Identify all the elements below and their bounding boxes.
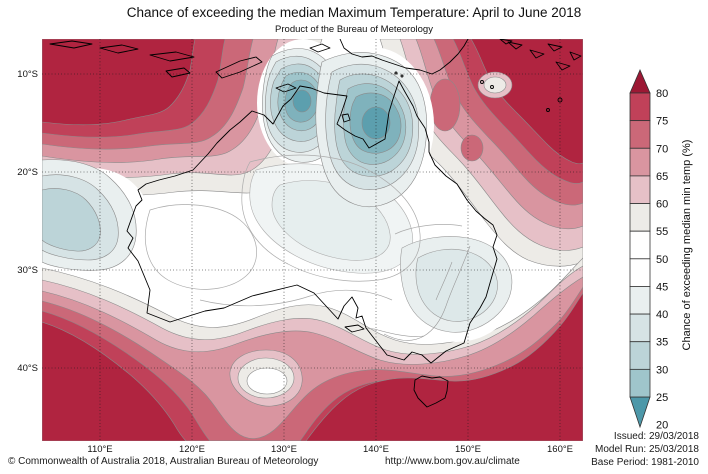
colorbar-segment [629, 203, 651, 232]
colorbar-tick-label: 40 [656, 309, 668, 321]
colorbar-segment [629, 258, 651, 287]
axis-labels: 10°S 20°S 30°S 40°S 110°E 120°E 130°E 14… [17, 69, 573, 455]
lon-tick-160e: 160°E [547, 444, 573, 455]
australia-coastline [49, 39, 582, 408]
lon-tick-130e: 130°E [271, 444, 297, 455]
png-coastline [339, 39, 469, 75]
groote-eylandt [341, 113, 351, 123]
colorbar-tick-label: 25 [656, 392, 668, 404]
lon-tick-150e: 150°E [455, 444, 481, 455]
colorbar-tick-label: 80 [656, 88, 668, 100]
contours-west-cool [42, 159, 137, 271]
colorbar-tick-label: 75 [656, 116, 668, 128]
colorbar-tick-label: 30 [656, 364, 668, 376]
colorbar-tick-label: 45 [656, 281, 668, 293]
base-period: Base Period: 1981-2010 [591, 457, 699, 468]
colorbar-tick-label: 70 [656, 143, 668, 155]
contour-lines-50 [144, 154, 463, 307]
colorbar-arrow-bottom [629, 396, 651, 429]
bom-url: http://www.bom.gov.au/climate [385, 456, 520, 467]
contours-northeast-red [379, 39, 583, 267]
colorbar-tick-label: 50 [656, 254, 668, 266]
lon-tick-120e: 120°E [179, 444, 205, 455]
melanesian-islands [394, 39, 582, 112]
colorbar-tick-label: 20 [656, 420, 668, 432]
colorbar-segment [629, 147, 651, 177]
model-run-date: Model Run: 25/03/2018 [595, 444, 699, 455]
colorbar-segment [629, 341, 651, 370]
page-subtitle: Product of the Bureau of Meteorology [275, 24, 433, 35]
kangaroo-island [344, 324, 365, 333]
colorbar-segment [629, 368, 651, 398]
colorbar-segment [629, 230, 651, 260]
lat-tick-20s: 20°S [17, 167, 38, 178]
colorbar-tick-label: 55 [656, 226, 668, 238]
colorbar-tick-label: 65 [656, 171, 668, 183]
lat-tick-40s: 40°S [17, 363, 38, 374]
colorbar-segments: 80 75 70 65 60 55 50 45 40 35 30 25 20 [629, 68, 668, 432]
lat-tick-30s: 30°S [17, 265, 38, 276]
colorbar-segment [629, 175, 651, 204]
lon-tick-110e: 110°E [87, 444, 112, 455]
colorbar-segment [629, 313, 651, 343]
lat-tick-10s: 10°S [17, 69, 38, 80]
colorbar-tick-label: 60 [656, 199, 668, 211]
contours-inland-nsw-cool [400, 236, 513, 333]
rivers [365, 245, 471, 341]
colorbar-title: Chance of exceeding median min temp (%) [681, 140, 693, 351]
colorbar-tick-label: 35 [656, 337, 668, 349]
contours-southern-red [42, 257, 583, 441]
issued-date: Issued: 29/03/2018 [613, 431, 699, 442]
sunda-islands [49, 40, 331, 79]
tasmania-coastline [413, 375, 449, 408]
colorbar-segment [629, 92, 651, 122]
copyright-text: © Commonwealth of Australia 2018, Austra… [8, 456, 319, 467]
contours-northwest-red [42, 39, 323, 196]
melville-island [275, 83, 297, 93]
graticule-gridlines [42, 39, 583, 441]
page-title: Chance of exceeding the median Maximum T… [126, 5, 582, 20]
colorbar-segment [629, 120, 651, 149]
lon-tick-140e: 140°E [363, 444, 389, 455]
colorbar-segment [629, 286, 651, 315]
colorbar-arrow-top [629, 68, 651, 94]
